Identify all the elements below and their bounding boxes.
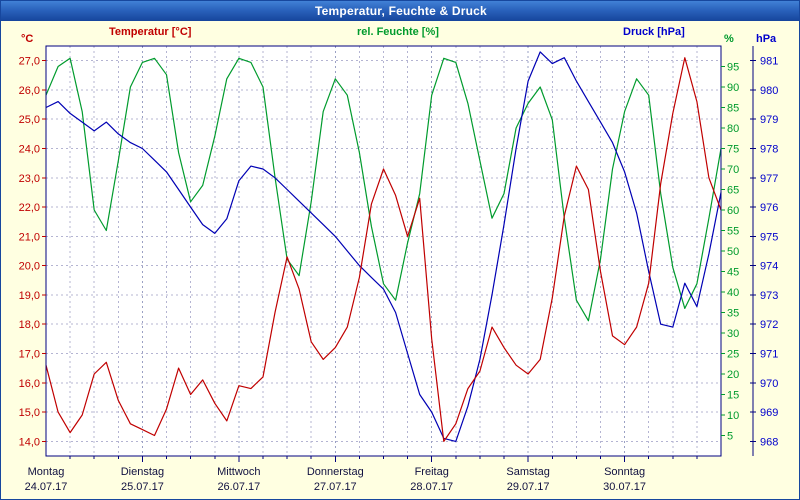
svg-text:29.07.17: 29.07.17: [507, 481, 550, 493]
temperature-series: [45, 57, 722, 442]
svg-text:976: 976: [760, 202, 778, 214]
svg-text:Sonntag: Sonntag: [604, 466, 645, 478]
svg-text:27,0: 27,0: [19, 56, 40, 68]
time-axis: Montag 24.07.17 Dienstag 25.07.17 Mittwoch 26…: [25, 456, 698, 493]
legend-pressure: Druck [hPa]: [623, 26, 685, 38]
svg-text:971: 971: [760, 349, 778, 361]
humidity-series: [45, 57, 722, 322]
svg-text:18,0: 18,0: [19, 319, 40, 331]
svg-text:65: 65: [727, 185, 739, 197]
svg-text:27.07.17: 27.07.17: [314, 481, 357, 493]
svg-text:45: 45: [727, 267, 739, 279]
svg-text:Samstag: Samstag: [506, 466, 549, 478]
svg-text:30: 30: [727, 328, 739, 340]
svg-text:26,0: 26,0: [19, 85, 40, 97]
svg-text:20,0: 20,0: [19, 261, 40, 273]
svg-text:90: 90: [727, 82, 739, 94]
svg-text:19,0: 19,0: [19, 290, 40, 302]
legend-humidity: rel. Feuchte [%]: [357, 26, 439, 38]
svg-text:25: 25: [727, 349, 739, 361]
svg-text:50: 50: [727, 246, 739, 258]
svg-text:977: 977: [760, 173, 778, 185]
svg-text:22,0: 22,0: [19, 202, 40, 214]
svg-text:30.07.17: 30.07.17: [603, 481, 646, 493]
svg-text:55: 55: [727, 226, 739, 238]
pressure-axis-unit: hPa: [756, 33, 777, 45]
svg-text:25.07.17: 25.07.17: [121, 481, 164, 493]
svg-text:978: 978: [760, 144, 778, 156]
svg-text:970: 970: [760, 378, 778, 390]
svg-text:85: 85: [727, 103, 739, 115]
pressure-series: [45, 51, 722, 442]
temperature-axis: 14,0 15,0 16,0 17,0 18,0 19,0 20,0 21,0 22,0 23,0…: [19, 56, 46, 448]
svg-text:Dienstag: Dienstag: [121, 466, 164, 478]
svg-text:979: 979: [760, 114, 778, 126]
svg-text:968: 968: [760, 436, 778, 448]
humidity-axis: 5 10 15 20 25 30 35 40 45 50 55 60 65 70 75 80 85 90 95: [721, 62, 739, 443]
svg-text:Mittwoch: Mittwoch: [217, 466, 260, 478]
svg-text:21,0: 21,0: [19, 231, 40, 243]
svg-text:75: 75: [727, 144, 739, 156]
svg-text:5: 5: [727, 431, 733, 443]
svg-text:14,0: 14,0: [19, 436, 40, 448]
svg-text:28.07.17: 28.07.17: [410, 481, 453, 493]
svg-text:975: 975: [760, 231, 778, 243]
svg-text:Donnerstag: Donnerstag: [307, 466, 364, 478]
svg-text:17,0: 17,0: [19, 349, 40, 361]
svg-text:24,0: 24,0: [19, 144, 40, 156]
svg-text:35: 35: [727, 308, 739, 320]
svg-text:969: 969: [760, 407, 778, 419]
svg-text:25,0: 25,0: [19, 114, 40, 126]
svg-text:973: 973: [760, 290, 778, 302]
svg-text:70: 70: [727, 164, 739, 176]
svg-text:980: 980: [760, 85, 778, 97]
svg-text:15: 15: [727, 390, 739, 402]
svg-text:15,0: 15,0: [19, 407, 40, 419]
svg-text:23,0: 23,0: [19, 173, 40, 185]
window-title: Temperatur, Feuchte & Druck: [315, 4, 487, 18]
grid: [46, 46, 721, 456]
svg-text:95: 95: [727, 62, 739, 74]
svg-text:972: 972: [760, 319, 778, 331]
svg-text:16,0: 16,0: [19, 378, 40, 390]
window-title-bar: Temperatur, Feuchte & Druck: [1, 1, 799, 21]
svg-text:Freitag: Freitag: [415, 466, 449, 478]
svg-text:Montag: Montag: [28, 466, 65, 478]
svg-text:40: 40: [727, 287, 739, 299]
svg-text:974: 974: [760, 261, 778, 273]
svg-text:10: 10: [727, 410, 739, 422]
pressure-axis: 968 969 970 971 972 973 974 975 976 977 978 979 980 9…: [750, 46, 778, 456]
svg-text:60: 60: [727, 205, 739, 217]
svg-text:20: 20: [727, 369, 739, 381]
temperature-axis-unit: °C: [21, 33, 34, 45]
svg-text:80: 80: [727, 123, 739, 135]
legend-temperature: Temperatur [°C]: [109, 26, 192, 38]
svg-text:26.07.17: 26.07.17: [217, 481, 260, 493]
svg-text:981: 981: [760, 56, 778, 68]
svg-text:24.07.17: 24.07.17: [25, 481, 68, 493]
humidity-axis-unit: %: [724, 33, 734, 45]
